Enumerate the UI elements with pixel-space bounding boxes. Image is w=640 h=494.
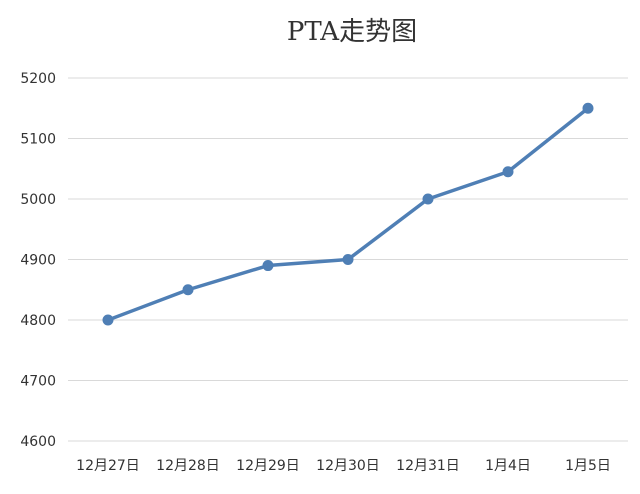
data-point-3: [342, 254, 354, 265]
grid-layer: [68, 77, 628, 442]
x-tick-label-0: 12月27日: [76, 458, 140, 474]
y-tick-label-4900: 4900: [20, 253, 56, 269]
y-tick-label-5200: 5200: [20, 71, 56, 87]
x-tick-label-4: 12月31日: [396, 458, 460, 474]
chart-title: PTA走势图: [287, 17, 417, 47]
series-layer: [102, 102, 594, 326]
data-point-0: [102, 314, 114, 326]
y-tick-label-4700: 4700: [20, 374, 56, 390]
x-tick-label-5: 1月4日: [485, 458, 531, 474]
data-point-6: [582, 102, 594, 114]
data-point-1: [182, 284, 194, 296]
y-tick-label-4800: 4800: [20, 313, 56, 329]
data-point-4: [422, 193, 434, 205]
y-tick-label-5100: 5100: [20, 132, 56, 148]
x-tick-label-6: 1月5日: [565, 458, 611, 474]
y-tick-label-5000: 5000: [20, 192, 56, 208]
x-tick-label-1: 12月28日: [156, 458, 220, 474]
data-point-2: [262, 260, 274, 272]
data-point-5: [502, 166, 514, 178]
y-tick-label-4600: 4600: [20, 434, 56, 450]
axis-layer: 4600 4700 4800 4900 5000 5100 5200 12月27日 12月28日…: [20, 71, 611, 474]
x-tick-label-2: 12月29日: [236, 458, 300, 474]
series-line: [106, 106, 590, 322]
x-tick-label-3: 12月30日: [316, 458, 380, 474]
